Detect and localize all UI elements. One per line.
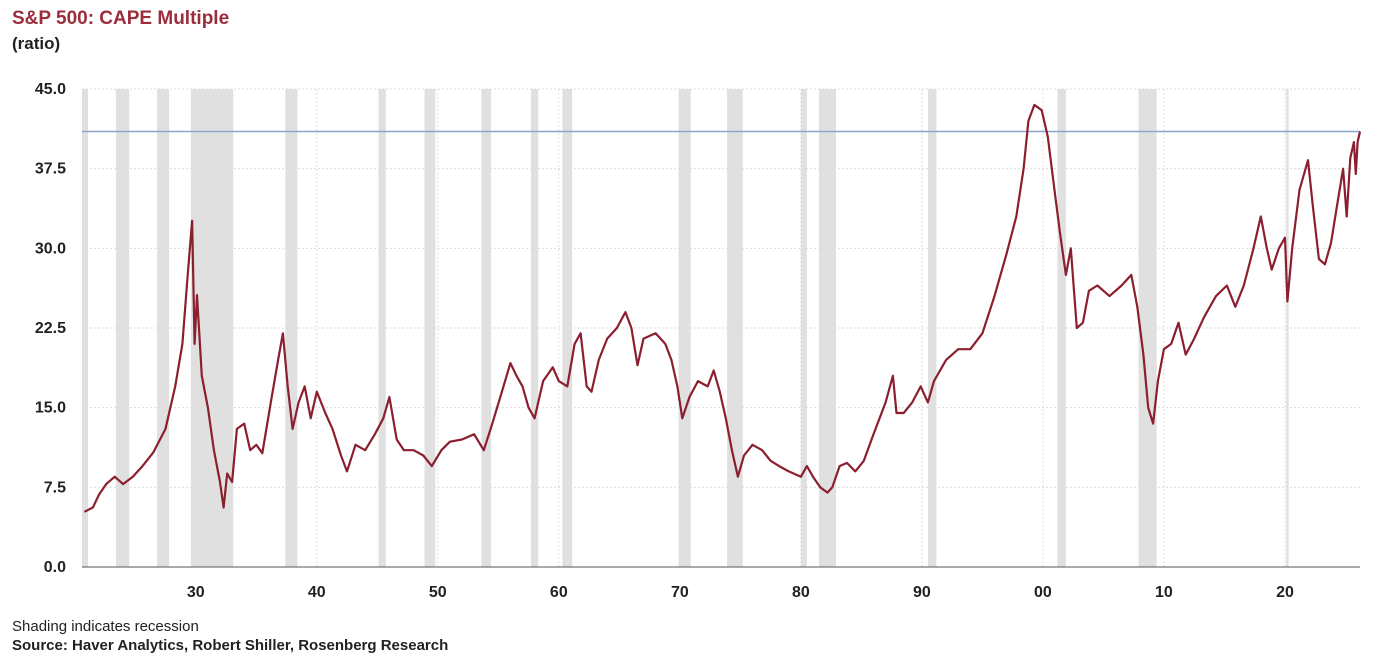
y-tick-label: 0.0 — [44, 559, 66, 576]
x-tick-label: 90 — [913, 584, 931, 601]
axis-labels: 0.0 7.5 15.0 22.5 30.0 37.5 45.0 30 40 50 60 70 80 90… — [35, 81, 1360, 601]
recession-band — [82, 89, 89, 567]
x-tick-label: 70 — [671, 584, 689, 601]
recession-band — [424, 89, 436, 567]
recession-band — [678, 89, 691, 567]
grid-lines — [82, 88, 1360, 568]
x-tick-label: 00 — [1034, 584, 1052, 601]
chart-subtitle: (ratio) — [12, 34, 61, 53]
source-note: Source: Haver Analytics, Robert Shiller,… — [12, 637, 449, 654]
cape-line — [83, 103, 1362, 513]
y-tick-label: 45.0 — [35, 81, 66, 98]
x-tick-label: 50 — [429, 584, 447, 601]
y-tick-label: 30.0 — [35, 240, 66, 257]
x-tick-label: 30 — [187, 584, 205, 601]
y-tick-label: 22.5 — [35, 320, 66, 337]
y-tick-label: 7.5 — [44, 479, 66, 496]
x-tick-label: 60 — [550, 584, 568, 601]
x-tick-label: 10 — [1155, 584, 1173, 601]
cape-series — [83, 103, 1362, 513]
recession-band — [927, 89, 937, 567]
y-tick-label: 15.0 — [35, 400, 66, 417]
chart-title: S&P 500: CAPE Multiple — [12, 8, 230, 29]
x-tick-label: 80 — [792, 584, 810, 601]
recession-band — [1057, 89, 1066, 567]
x-tick-label: 20 — [1276, 584, 1294, 601]
y-tick-label: 37.5 — [35, 161, 66, 178]
recession-note: Shading indicates recession — [12, 618, 199, 635]
x-tick-label: 40 — [308, 584, 326, 601]
